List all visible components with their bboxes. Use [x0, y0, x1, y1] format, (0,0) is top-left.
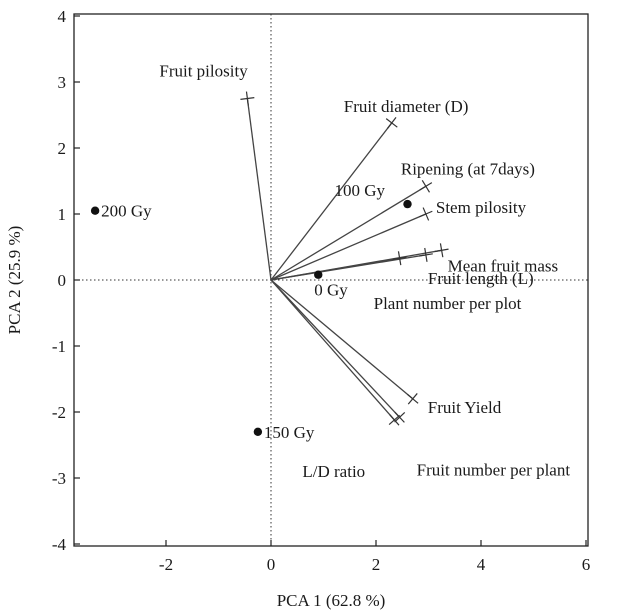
vector-label: Fruit diameter (D)	[344, 97, 469, 116]
y-tick-label: -1	[52, 337, 66, 356]
point-label: 0 Gy	[314, 281, 348, 300]
vector-label: L/D ratio	[302, 462, 365, 481]
vector-label: Stem pilosity	[436, 198, 527, 217]
vector-cross-marker	[406, 393, 419, 404]
y-tick-label: 1	[58, 205, 67, 224]
vector-line	[270, 213, 427, 281]
vector-cross-marker	[245, 91, 249, 106]
x-tick-label: -2	[159, 555, 173, 574]
annotations: Fruit pilosity Fruit diameter (D) Ripening…	[101, 62, 570, 481]
score-points	[90, 199, 412, 436]
vector-cross-marker	[434, 248, 449, 253]
score-point	[403, 199, 412, 209]
y-tick-label: 0	[58, 271, 67, 290]
vector-line	[246, 98, 272, 281]
x-tick-label: 4	[477, 555, 486, 574]
vector-line	[270, 257, 400, 281]
vector-cross-marker	[389, 414, 400, 426]
vector-label: Fruit length (L)	[428, 269, 534, 288]
vector-cross-marker	[392, 256, 407, 260]
vector-line	[270, 122, 393, 281]
score-point	[253, 427, 263, 436]
vector-label: Ripening (at 7days)	[401, 159, 535, 178]
score-point	[90, 206, 100, 215]
point-label: 100 Gy	[335, 181, 386, 200]
vector-label: Plant number per plot	[374, 294, 522, 313]
vector-label: Fruit number per plant	[417, 460, 571, 479]
loading-vectors	[240, 91, 449, 426]
vector-line	[270, 279, 414, 400]
zero-lines	[74, 14, 588, 546]
vector-line	[270, 185, 427, 281]
vector-label: Fruit Yield	[428, 398, 502, 417]
y-tick-label: 3	[58, 73, 67, 92]
vector-label: Fruit pilosity	[159, 62, 248, 81]
vector-cross-marker	[387, 117, 397, 129]
vector-line	[270, 279, 401, 418]
vector-cross-marker	[394, 411, 405, 423]
vector-cross-marker	[418, 253, 433, 257]
y-axis-title: PCA 2 (25.9 %)	[5, 226, 24, 335]
y-tick-label: 2	[58, 139, 67, 158]
y-tick-label: -2	[52, 403, 66, 422]
vector-cross-marker	[419, 182, 433, 191]
x-axis-title: PCA 1 (62.8 %)	[277, 591, 386, 610]
y-tick-label: -4	[52, 535, 67, 554]
y-tick-label: 4	[58, 7, 67, 26]
x-tick-label: 6	[582, 555, 591, 574]
point-label: 150 Gy	[264, 423, 315, 442]
x-tick-label: 2	[372, 555, 381, 574]
axis-ticks: -2 0 2 4 6 -4 -3 -2 -1 0 1 2 3 4	[52, 7, 590, 574]
vector-line	[270, 279, 395, 421]
point-label: 200 Gy	[101, 202, 152, 221]
vector-cross-marker	[419, 210, 433, 218]
x-tick-label: 0	[267, 555, 276, 574]
score-point	[314, 270, 323, 279]
vector-label: Mean fruit mass	[448, 256, 558, 275]
y-tick-label: -3	[52, 469, 66, 488]
